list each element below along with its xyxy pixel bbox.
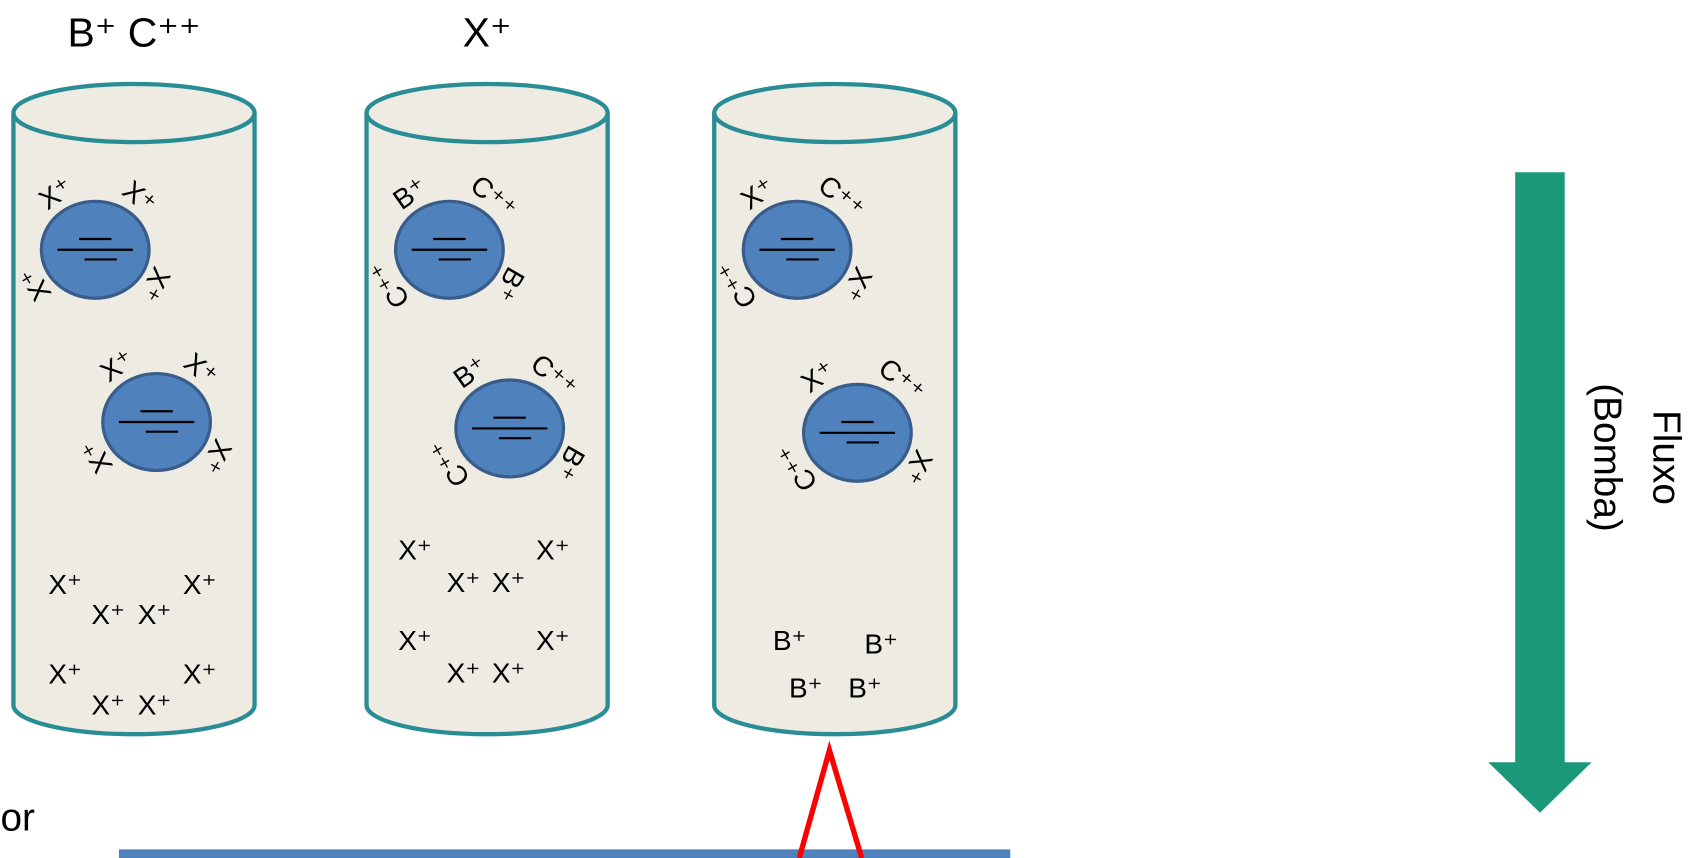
free-ion: X⁺ [492,567,525,598]
column-top [714,84,955,142]
free-ion: X⁺ [91,599,124,630]
column-top [13,84,254,142]
detector-label: or [0,797,35,840]
free-ion: X⁺ [398,535,431,566]
flow-arrow-shaft [1515,172,1565,764]
free-ion: X⁺ [91,690,124,721]
peak [799,750,861,858]
free-ion: X⁺ [183,658,216,689]
free-ion: X⁺ [138,690,171,721]
column-header: X⁺ [463,9,512,55]
free-ion: X⁺ [398,625,431,656]
free-ion: X⁺ [536,625,569,656]
free-ion: X⁺ [183,569,216,600]
columns: B⁺ C⁺⁺ X⁺ X⁺ X⁺ X⁺ X⁺ X⁺ X⁺ X⁺ X⁺ X⁺ X⁺ X⁺ X⁺ X⁺ X⁺ X⁺ X⁺… [13,9,955,734]
column-header: B⁺ C⁺⁺ [68,9,201,55]
free-ion: B⁺ [864,628,897,659]
flow-label: Fluxo [1645,410,1688,505]
free-ion: X⁺ [447,567,480,598]
column-top [367,84,608,142]
free-ion: X⁺ [138,599,171,630]
diagram: B⁺ C⁺⁺ X⁺ X⁺ X⁺ X⁺ X⁺ X⁺ X⁺ X⁺ X⁺ X⁺ X⁺ X⁺ X⁺ X⁺ X⁺ X⁺ X⁺… [0,0,1689,858]
free-ion: X⁺ [536,535,569,566]
flow-arrow-head [1488,762,1591,813]
free-ion: X⁺ [48,569,81,600]
free-ion: B⁺ [848,672,881,703]
free-ion: B⁺ [773,625,806,656]
free-ion: X⁺ [492,657,525,688]
free-ion: B⁺ [789,672,822,703]
flow-label: (Bomba) [1585,383,1628,532]
free-ion: X⁺ [48,658,81,689]
free-ion: X⁺ [447,657,480,688]
